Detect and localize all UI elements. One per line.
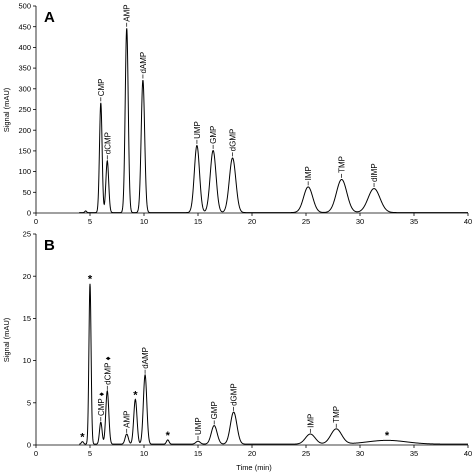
x-tick-label: 40 <box>464 217 472 226</box>
peak-label: * <box>385 430 390 442</box>
chromatogram-trace-b <box>79 283 468 445</box>
chromatogram-trace-a <box>79 28 468 214</box>
y-tick-label: 250 <box>18 105 31 114</box>
y-tick-label: 0 <box>27 209 31 218</box>
y-tick-label: 400 <box>18 43 31 52</box>
x-tick-label: 0 <box>34 449 38 458</box>
x-axis-label-b: Time (min) <box>236 463 272 472</box>
peak-label: IMP <box>306 414 315 428</box>
axes-a: 0 5 10 15 20 25 30 35 40050100150200250300350400… <box>18 2 472 226</box>
x-tick-label: 10 <box>140 449 148 458</box>
peak-label: UMP <box>194 417 203 435</box>
peak-label: dIMP <box>370 163 379 182</box>
peak-label: * <box>80 431 85 443</box>
peak-label: CMP <box>97 79 106 97</box>
x-tick-label: 0 <box>34 217 38 226</box>
x-tick-label: 5 <box>88 217 92 226</box>
y-tick-label: 0 <box>27 441 31 450</box>
peak-label: dCMP <box>103 132 112 154</box>
peak-label: dGMP <box>229 129 238 152</box>
y-tick-label: 10 <box>23 356 31 365</box>
chart-panel-a: A Signal (mAU) 0 5 10 15 20 25 30 35 40050100150… <box>2 2 472 226</box>
y-tick-label: 100 <box>18 167 31 176</box>
x-tick-label: 20 <box>248 449 256 458</box>
peak-label: TMP <box>332 406 341 423</box>
peak-label: TMP <box>338 156 347 173</box>
peak-label: * <box>166 430 171 442</box>
y-axis-label-b: Signal (mAU) <box>2 317 11 362</box>
peak-label: * <box>88 274 93 286</box>
y-tick-label: 5 <box>27 398 31 407</box>
x-tick-label: 15 <box>194 217 202 226</box>
x-tick-label: 25 <box>302 449 310 458</box>
peak-labels-a: CMP dCMP AMP dAMP UMP GMP dGMP IMP TMP dIMP <box>97 4 379 187</box>
peak-label: CMP ♦ <box>97 392 106 416</box>
y-tick-label: 450 <box>18 22 31 31</box>
peak-label: dCMP ♦ <box>103 356 112 384</box>
y-tick-label: 500 <box>18 2 31 11</box>
peak-label: dAMP <box>139 52 148 74</box>
peak-label: * <box>133 389 138 401</box>
y-tick-label: 20 <box>23 272 31 281</box>
peak-label: GMP <box>210 401 219 419</box>
x-tick-label: 10 <box>140 217 148 226</box>
x-tick-label: 35 <box>410 217 418 226</box>
x-tick-label: 20 <box>248 217 256 226</box>
chart-panel-b: B Signal (mAU) Time (min) 0 5 10 15 20 25 30 35… <box>2 230 472 472</box>
panel-label-b: B <box>44 237 55 254</box>
peak-label: UMP <box>193 121 202 139</box>
y-tick-label: 300 <box>18 84 31 93</box>
peak-label: AMP <box>123 411 132 428</box>
peak-label: GMP <box>209 126 218 144</box>
x-tick-label: 25 <box>302 217 310 226</box>
peak-label: dGMP <box>230 383 239 406</box>
y-tick-label: 50 <box>23 188 31 197</box>
x-tick-label: 30 <box>356 217 364 226</box>
y-tick-label: 200 <box>18 126 31 135</box>
y-tick-label: 25 <box>23 230 31 239</box>
peak-labels-b: * * CMP ♦ dCMP ♦ AMP * dAMP * UMP GMP dGMP IMP TMP * <box>80 274 390 444</box>
peak-label: IMP <box>304 166 313 180</box>
y-axis-label-a: Signal (mAU) <box>2 87 11 132</box>
x-tick-label: 5 <box>88 449 92 458</box>
x-tick-label: 35 <box>410 449 418 458</box>
peak-label: dAMP <box>141 347 150 369</box>
y-tick-label: 15 <box>23 314 31 323</box>
x-tick-label: 40 <box>464 449 472 458</box>
x-tick-label: 15 <box>194 449 202 458</box>
peak-label: AMP <box>123 4 132 21</box>
panel-label-a: A <box>44 9 55 26</box>
y-tick-label: 350 <box>18 64 31 73</box>
x-tick-label: 30 <box>356 449 364 458</box>
y-tick-label: 150 <box>18 147 31 156</box>
axes-b: 0 5 10 15 20 25 30 35 40 0 5 10 15 20 25 <box>23 230 473 458</box>
